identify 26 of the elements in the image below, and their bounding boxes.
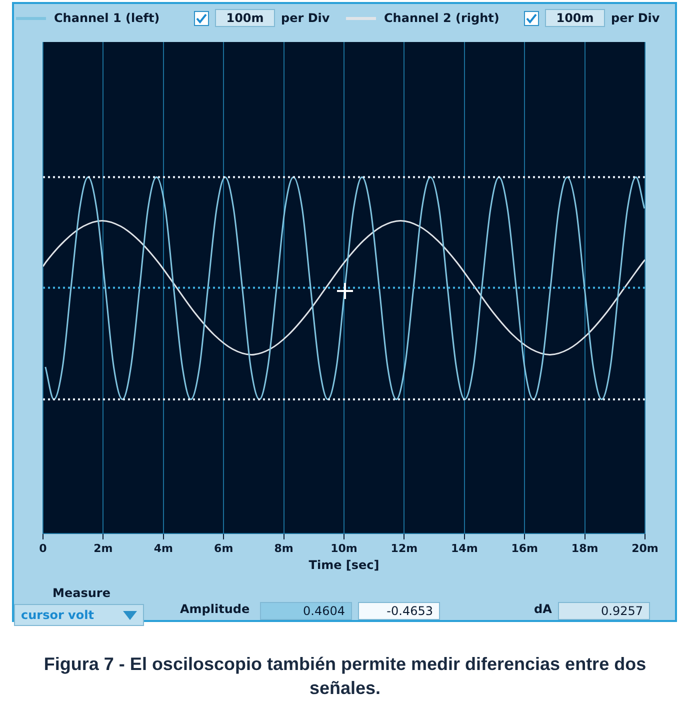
text: Figura 7 - El osciloscopio también permite medir diferencias entre dos señales.: [42, 653, 648, 700]
text: 100m: [215, 9, 275, 27]
text: Amplitude: [180, 602, 250, 616]
text: 0.4604: [260, 602, 352, 620]
x-tick-label: 12m: [390, 542, 418, 555]
x-tick-label: 16m: [511, 542, 538, 555]
text: -0.4653: [358, 602, 440, 620]
x-tick-label: 2m: [94, 542, 113, 555]
text: Measure: [52, 586, 112, 600]
x-tick-label: 20m: [632, 542, 658, 555]
x-tick-label: 10m: [330, 542, 358, 555]
legend-label: Channel 1 (left): [54, 11, 161, 25]
text: per Div: [281, 11, 330, 25]
x-tick-label: 0: [39, 542, 48, 555]
x-axis-title: Time [sec]: [308, 558, 380, 572]
x-tick-label: 8m: [274, 542, 294, 555]
x-tick-label: 4m: [154, 542, 173, 555]
x-tick-label: 6m: [214, 542, 234, 555]
text: cursor volt: [21, 608, 94, 622]
text: per Div: [611, 11, 660, 25]
legend-label: Channel 2 (right): [384, 11, 500, 25]
text: dA: [534, 602, 552, 616]
x-tick-label: 14m: [451, 542, 478, 555]
text: 0.9257: [558, 602, 650, 620]
x-tick-label: 18m: [571, 542, 598, 555]
text: 100m: [545, 9, 605, 27]
